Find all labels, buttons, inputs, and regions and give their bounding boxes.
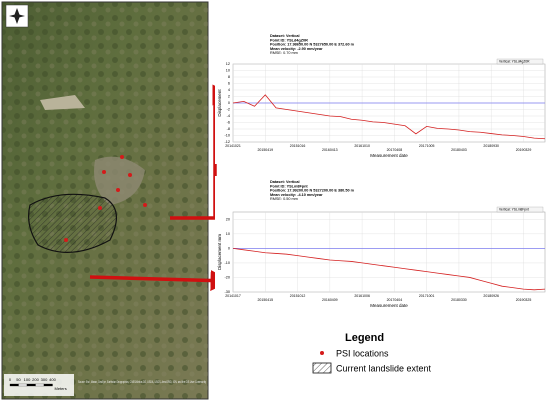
info-line: Mean velocity: -2.90 mm/year <box>270 47 323 51</box>
x-axis-label: Measurement date <box>370 303 408 308</box>
y-tick-label: 20 <box>226 217 230 221</box>
y-tick-label: -6 <box>227 121 230 125</box>
scale-label: 300 <box>41 377 48 382</box>
scale-label: 400 <box>49 377 56 382</box>
scale-segment <box>43 383 53 387</box>
x-tick-label: 20151012 <box>290 294 306 298</box>
y-tick-label: 12 <box>226 62 230 66</box>
x-tick-label: 20170408 <box>387 148 403 152</box>
y-tick-label: 0 <box>228 246 230 250</box>
y-axis-label: Displacement mm <box>217 234 222 270</box>
y-tick-label: 4 <box>228 88 230 92</box>
legend-item: PSI locations <box>336 348 389 358</box>
legend-item: Current landslide extent <box>336 363 432 373</box>
x-tick-label: 20190329 <box>516 148 532 152</box>
attribution: Source: Esri, Maxar, GeoEye, Earthstar G… <box>78 380 206 384</box>
info-line: RMSE: 0.50 mm <box>270 197 298 201</box>
scale-label: 50 <box>16 377 21 382</box>
x-tick-label: 20180403 <box>451 148 467 152</box>
x-tick-label: 20161006 <box>354 294 370 298</box>
info-line: Position: 17.98650.00 N 5327650.00 E 372… <box>270 43 355 47</box>
x-axis-label: Measurement date <box>370 153 408 158</box>
y-tick-label: 8 <box>228 75 230 79</box>
y-tick-label: -12 <box>225 140 231 144</box>
series-legend-box <box>496 58 544 65</box>
psi-points <box>64 155 147 242</box>
scale-segment <box>18 383 28 387</box>
x-tick-label: 20161010 <box>354 144 370 148</box>
legend: Legend PSI locations Current landslide e… <box>312 332 432 374</box>
info-line: Point ID: YSLd4gZ0R <box>270 38 308 42</box>
info-line: Dataset: Vertical <box>270 34 300 38</box>
x-tick-label: 20160409 <box>322 298 338 302</box>
scale-label: 100 <box>24 377 31 382</box>
scale-label: 0 <box>9 377 12 382</box>
series-legend: Vertical: YSLm8Fpnt <box>499 207 529 211</box>
y-tick-label: 10 <box>226 232 230 236</box>
series-legend-box <box>496 206 544 213</box>
scale-segment <box>9 383 19 387</box>
x-tick-label: 20180930 <box>483 144 499 148</box>
legend-title: Legend <box>345 332 384 344</box>
x-tick-label: 20170404 <box>387 298 403 302</box>
info-line: RMSE: 0.70 mm <box>270 51 298 55</box>
plot-area <box>232 211 546 293</box>
x-tick-label: 20160413 <box>322 148 338 152</box>
info-line: Position: 17.99200.00 N 5327200.00 E 380… <box>270 189 355 193</box>
series-legend: Vertical: YSLd4gZ0R <box>499 59 530 63</box>
x-tick-label: 20180926 <box>483 294 499 298</box>
map: N 0 50 100 200 300 400 Meters Source: Esri, Ma… <box>1 1 209 400</box>
scale-label: 200 <box>32 377 39 382</box>
series-line <box>232 247 546 291</box>
arrow <box>89 269 232 291</box>
series-line <box>232 94 546 140</box>
x-tick-label: 20141017 <box>225 294 241 298</box>
y-tick-label: -20 <box>225 275 231 279</box>
x-tick-label: 20150419 <box>257 148 273 152</box>
scale-segment <box>35 383 45 387</box>
y-tick-label: -10 <box>225 261 231 265</box>
north-label: N <box>16 4 19 9</box>
x-tick-label: 20141021 <box>225 144 241 148</box>
scale-segment <box>26 383 36 387</box>
info-line: Point ID: YSLm8Fpnt <box>270 184 308 188</box>
info-line: Dataset: Vertical <box>270 180 300 184</box>
y-tick-label: -4 <box>227 114 230 118</box>
north-arrow <box>9 8 25 24</box>
y-axis-label: Displacement <box>217 89 222 117</box>
clearing <box>40 95 85 110</box>
scale-bar: 0 50 100 200 300 400 Meters <box>4 374 74 396</box>
legend-swatch <box>312 362 332 374</box>
info-line: Mean velocity: -4.10 mm/year <box>270 193 323 197</box>
landslide-extent <box>28 193 117 254</box>
y-tick-label: 0 <box>228 101 230 105</box>
village <box>94 156 145 205</box>
y-tick-label: -2 <box>227 108 230 112</box>
y-tick-label: -10 <box>225 134 231 138</box>
x-tick-label: 20171005 <box>419 144 435 148</box>
y-tick-label: -30 <box>225 290 231 294</box>
y-tick-label: 10 <box>226 69 230 73</box>
y-tick-label: -8 <box>227 127 230 131</box>
y-tick-label: 2 <box>228 95 230 99</box>
x-tick-label: 20190325 <box>516 298 532 302</box>
x-tick-label: 20180330 <box>451 298 467 302</box>
y-tick-label: 6 <box>228 82 230 86</box>
x-tick-label: 20150415 <box>257 298 273 302</box>
legend-point <box>320 351 324 355</box>
scale-unit: Meters <box>55 386 67 391</box>
x-tick-label: 20151016 <box>290 144 306 148</box>
x-tick-label: 20171001 <box>419 294 435 298</box>
